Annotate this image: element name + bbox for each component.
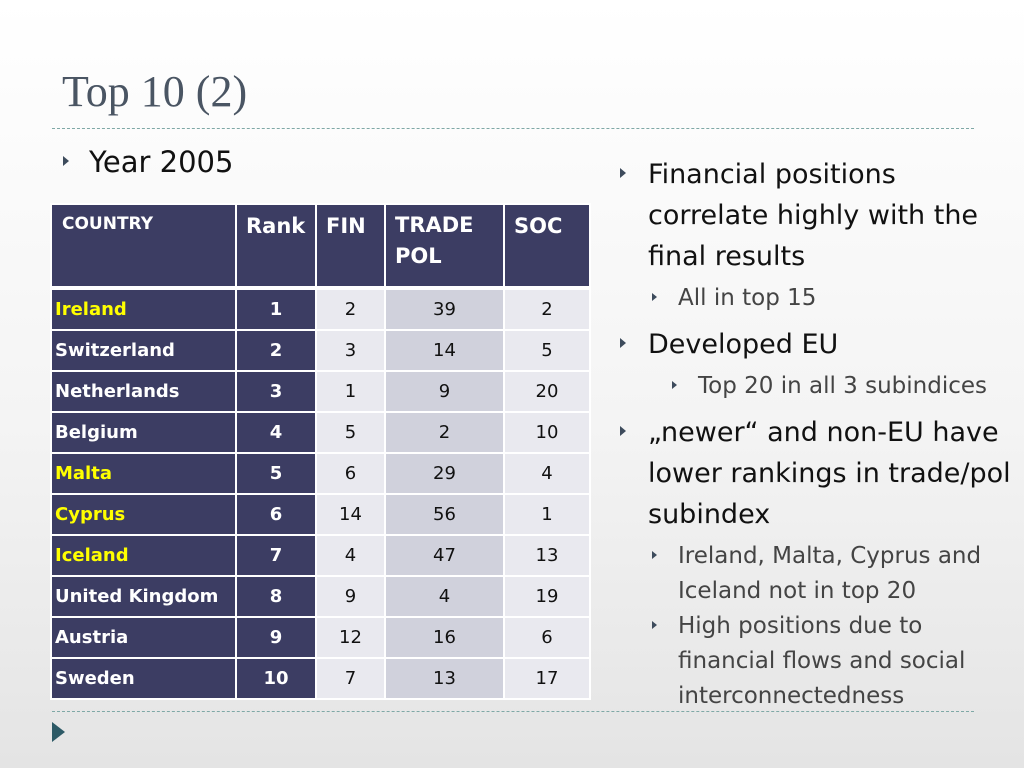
country-cell: Belgium <box>50 411 237 454</box>
rank-cell: 8 <box>235 575 317 618</box>
soc-cell: 6 <box>503 616 591 659</box>
sub-bullet-item: Ireland, Malta, Cyprus and Iceland not i… <box>612 539 1012 609</box>
fin-cell: 6 <box>315 452 386 495</box>
rank-cell: 9 <box>235 616 317 659</box>
trade-pol-cell: 2 <box>384 411 505 454</box>
country-cell: Malta <box>50 452 237 495</box>
table-row: Sweden 10 7 13 17 <box>50 657 591 700</box>
trade-pol-cell: 13 <box>384 657 505 700</box>
triangle-right-icon <box>620 338 626 348</box>
soc-cell: 20 <box>503 370 591 413</box>
fin-cell: 9 <box>315 575 386 618</box>
header-trade-pol: TRADE POL <box>384 203 505 289</box>
triangle-right-icon <box>620 168 626 178</box>
table-row: Switzerland 2 3 14 5 <box>50 329 591 372</box>
table-row: Ireland 1 2 39 2 <box>50 286 591 331</box>
bullet-item: „newer“ and non-EU have lower rankings i… <box>612 412 1012 535</box>
table-row: Netherlands 3 1 9 20 <box>50 370 591 413</box>
sub-bullet-text: High positions due to financial flows an… <box>678 613 966 709</box>
header-soc: SOC <box>503 203 591 289</box>
sub-bullet-text: All in top 15 <box>678 285 817 311</box>
table-row: United Kingdom 8 9 4 19 <box>50 575 591 618</box>
header-fin: FIN <box>315 203 386 289</box>
bullet-text: Developed EU <box>648 329 839 360</box>
sub-bullet-item: All in top 15 <box>612 281 1012 316</box>
rank-cell: 1 <box>235 286 317 331</box>
header-country: COUNTRY <box>50 203 237 289</box>
soc-cell: 19 <box>503 575 591 618</box>
soc-cell: 17 <box>503 657 591 700</box>
country-cell: Sweden <box>50 657 237 700</box>
trade-pol-cell: 39 <box>384 286 505 331</box>
country-cell: Switzerland <box>50 329 237 372</box>
rank-cell: 3 <box>235 370 317 413</box>
trade-pol-cell: 47 <box>384 534 505 577</box>
left-heading: Year 2005 <box>63 148 233 177</box>
fin-cell: 2 <box>315 286 386 331</box>
trade-pol-cell: 56 <box>384 493 505 536</box>
fin-cell: 12 <box>315 616 386 659</box>
fin-cell: 1 <box>315 370 386 413</box>
rank-cell: 4 <box>235 411 317 454</box>
sub-bullet-text: Top 20 in all 3 subindices <box>698 373 988 399</box>
sub-bullet-text: Ireland, Malta, Cyprus and Iceland not i… <box>678 543 982 604</box>
country-cell: Ireland <box>50 286 237 331</box>
bullet-text: „newer“ and non-EU have lower rankings i… <box>648 417 1011 530</box>
sub-bullet-item: High positions due to financial flows an… <box>612 609 1012 714</box>
table-row: Malta 5 6 29 4 <box>50 452 591 495</box>
rank-cell: 10 <box>235 657 317 700</box>
soc-cell: 13 <box>503 534 591 577</box>
triangle-right-icon <box>652 293 657 301</box>
ranking-table: COUNTRY Rank FIN TRADE POL SOC Ireland 1 2… <box>50 203 591 700</box>
triangle-right-icon <box>672 381 677 389</box>
triangle-right-icon <box>652 551 657 559</box>
fin-cell: 14 <box>315 493 386 536</box>
fin-cell: 3 <box>315 329 386 372</box>
sub-bullet-item: Top 20 in all 3 subindices <box>612 369 1012 404</box>
table-row: Belgium 4 5 2 10 <box>50 411 591 454</box>
soc-cell: 4 <box>503 452 591 495</box>
soc-cell: 1 <box>503 493 591 536</box>
soc-cell: 5 <box>503 329 591 372</box>
fin-cell: 5 <box>315 411 386 454</box>
rank-cell: 5 <box>235 452 317 495</box>
right-bullet-list: Financial positions correlate highly wit… <box>612 154 1012 722</box>
triangle-right-icon <box>63 156 69 166</box>
trade-pol-cell: 16 <box>384 616 505 659</box>
soc-cell: 2 <box>503 286 591 331</box>
rank-cell: 7 <box>235 534 317 577</box>
table-row: Austria 9 12 16 6 <box>50 616 591 659</box>
left-heading-text: Year 2005 <box>89 145 234 179</box>
country-cell: Cyprus <box>50 493 237 536</box>
trade-pol-cell: 14 <box>384 329 505 372</box>
trade-pol-cell: 4 <box>384 575 505 618</box>
table-row: Cyprus 6 14 56 1 <box>50 493 591 536</box>
table-header-row: COUNTRY Rank FIN TRADE POL SOC <box>50 203 591 289</box>
country-cell: Netherlands <box>50 370 237 413</box>
header-rank: Rank <box>235 203 317 289</box>
rank-cell: 6 <box>235 493 317 536</box>
bullet-text: Financial positions correlate highly wit… <box>648 159 979 272</box>
slide-title: Top 10 (2) <box>62 67 248 116</box>
triangle-right-icon <box>652 621 657 629</box>
trade-pol-cell: 29 <box>384 452 505 495</box>
trade-pol-cell: 9 <box>384 370 505 413</box>
fin-cell: 7 <box>315 657 386 700</box>
country-cell: Iceland <box>50 534 237 577</box>
next-slide-arrow-icon[interactable] <box>52 722 65 742</box>
country-cell: Austria <box>50 616 237 659</box>
triangle-right-icon <box>620 426 626 436</box>
country-cell: United Kingdom <box>50 575 237 618</box>
soc-cell: 10 <box>503 411 591 454</box>
rank-cell: 2 <box>235 329 317 372</box>
bullet-item: Financial positions correlate highly wit… <box>612 154 1012 277</box>
table-row: Iceland 7 4 47 13 <box>50 534 591 577</box>
bullet-item: Developed EU <box>612 324 1012 365</box>
fin-cell: 4 <box>315 534 386 577</box>
footer-divider <box>52 711 974 712</box>
title-divider <box>52 128 974 129</box>
